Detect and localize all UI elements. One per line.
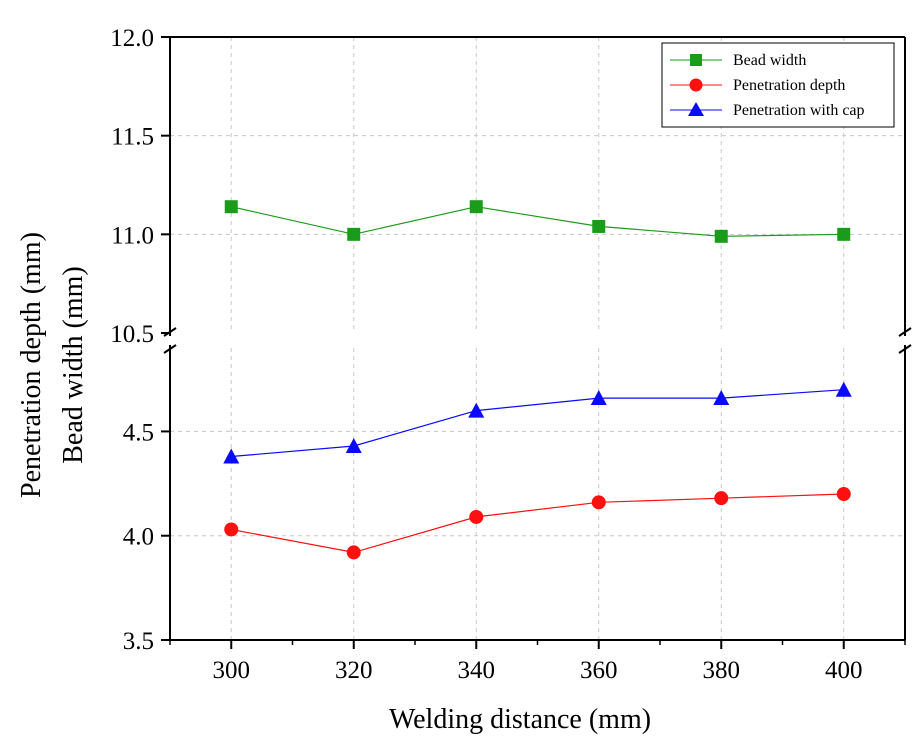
data-point-penetration-with-cap: [223, 448, 240, 464]
y-tick-label: 3.5: [123, 628, 154, 655]
x-tick-label: 320: [335, 657, 373, 684]
data-point-bead-width: [347, 227, 361, 241]
data-point-bead-width: [837, 227, 851, 241]
x-tick-label: 360: [580, 657, 618, 684]
legend-label-bead-width: Bead width: [733, 52, 806, 69]
axes-layer: 300 320 340 360 380 400 10.5 11.0 11.5 12.0 3.5 4.0…: [110, 25, 912, 684]
y-axis-title-outer: Penetration depth (mm): [16, 232, 47, 498]
x-tick-label: 380: [703, 657, 741, 684]
x-tick-label: 340: [458, 657, 496, 684]
series-line-penetration-depth: [231, 493, 844, 554]
legend-marker-circle: [689, 78, 703, 92]
legend-marker-triangle: [688, 102, 704, 116]
axis-break-mark: [898, 344, 912, 354]
series-line-bead-width: [231, 206, 844, 237]
y-tick-label: 11.0: [111, 222, 154, 249]
data-point-penetration-depth: [469, 509, 484, 524]
data-point-penetration-depth: [836, 487, 851, 501]
data-point-penetration-depth: [714, 491, 729, 506]
x-tick-label: 400: [825, 657, 863, 684]
data-point-penetration-with-cap: [590, 390, 607, 406]
y-axis-title-inner: Bead width (mm): [58, 266, 89, 464]
legend-label-penetration-depth: Penetration depth: [733, 77, 845, 94]
data-point-penetration-with-cap: [345, 438, 362, 454]
data-point-bead-width: [592, 219, 606, 233]
legend-marker-square: [690, 54, 702, 66]
y-tick-label: 10.5: [110, 321, 154, 348]
data-point-penetration-with-cap: [713, 390, 730, 406]
y-tick-label: 11.5: [111, 124, 154, 151]
legend-item-penetration-with-cap: Penetration with cap: [670, 102, 865, 119]
y-tick-label: 4.5: [123, 419, 154, 446]
data-point-penetration-depth: [346, 545, 361, 560]
y-tick-label: 4.0: [123, 524, 154, 551]
series-layer: [223, 200, 852, 560]
axis-break-mark: [163, 344, 177, 354]
data-point-bead-width: [714, 229, 728, 243]
y-tick-label: 12.0: [110, 25, 154, 52]
x-tick-label: 300: [213, 657, 251, 684]
legend-item-bead-width: Bead width: [670, 52, 806, 69]
series-line-penetration-with-cap: [231, 389, 844, 458]
legend-label-penetration-with-cap: Penetration with cap: [733, 102, 865, 119]
legend: Bead width Penetration depth Penetration…: [661, 42, 895, 128]
data-point-penetration-with-cap: [835, 381, 852, 397]
data-point-penetration-depth: [591, 495, 606, 510]
x-axis-title: Welding distance (mm): [389, 704, 651, 735]
data-point-penetration-with-cap: [468, 402, 485, 418]
legend-item-penetration-depth: Penetration depth: [670, 77, 845, 94]
data-point-bead-width: [469, 200, 483, 214]
axis-break-mark: [898, 327, 912, 337]
data-point-bead-width: [224, 200, 238, 214]
data-point-penetration-depth: [224, 522, 239, 537]
